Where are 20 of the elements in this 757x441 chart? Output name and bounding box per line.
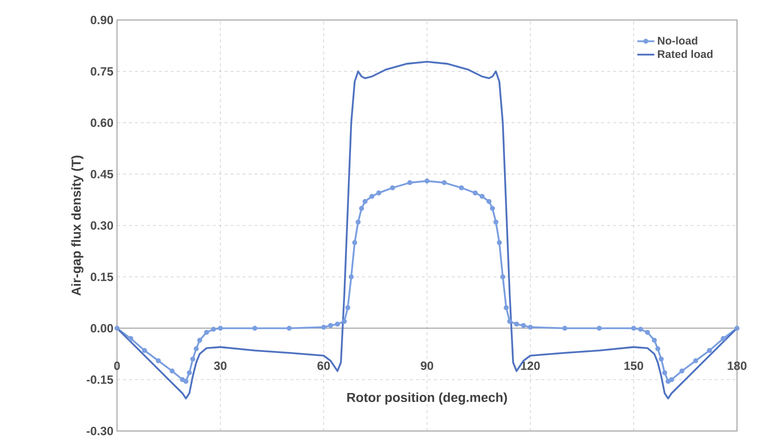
- y-tick-label: -0.30: [86, 426, 113, 436]
- x-tick-label: 180: [728, 362, 746, 370]
- x-axis-title: Rotor position (deg.mech): [347, 392, 507, 405]
- y-tick-label: 0.00: [90, 324, 113, 332]
- y-tick-label: 0.15: [90, 272, 114, 282]
- legend-label: No-load: [658, 36, 698, 45]
- x-tick-label: 150: [624, 362, 644, 370]
- y-tick-label: 0.60: [90, 118, 113, 127]
- x-tick-label: 30: [214, 362, 226, 370]
- y-axis-title: Air-gap flux density (T): [71, 156, 84, 296]
- y-tick-label: 0.30: [90, 221, 113, 230]
- x-tick-label: 90: [420, 362, 434, 370]
- x-tick-label: 60: [317, 362, 330, 370]
- y-tick-label: 0.75: [90, 67, 114, 76]
- x-tick-label: 0: [114, 362, 120, 370]
- x-tick-label: 120: [521, 362, 540, 370]
- y-tick-label: -0.15: [86, 375, 114, 384]
- y-tick-label: 0.45: [90, 170, 114, 178]
- legend-label: Rated load: [658, 50, 712, 58]
- y-tick-label: 0.90: [90, 16, 113, 24]
